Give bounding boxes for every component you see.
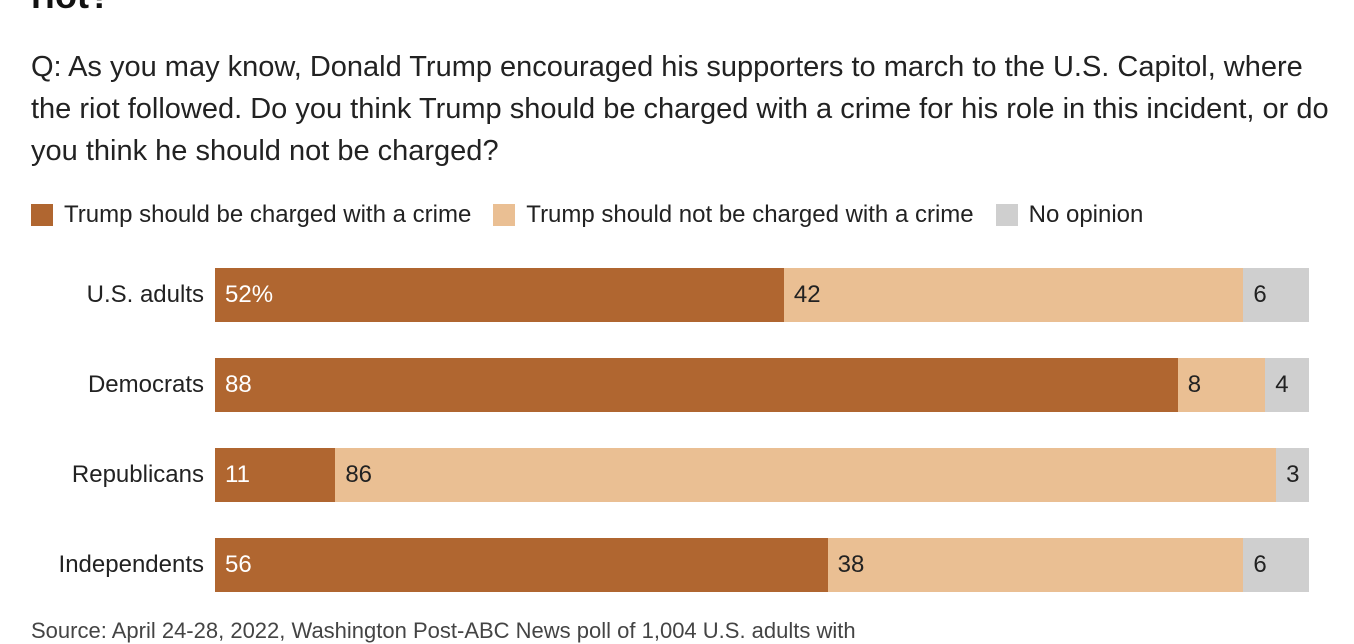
data-label: 8 — [1187, 371, 1202, 398]
bar-segment: 11 — [215, 448, 336, 502]
bar-segment: 86 — [335, 448, 1277, 502]
legend-item: No opinion — [995, 201, 1144, 229]
data-label: 52% — [225, 281, 274, 308]
bar-segment: 6 — [1243, 538, 1309, 592]
data-label: 4 — [1275, 371, 1289, 398]
data-label: 56 — [225, 551, 252, 578]
legend-label: Trump should be charged with a crime — [64, 201, 472, 228]
bar-segment: 56 — [215, 538, 828, 592]
data-label: 86 — [345, 461, 373, 488]
bar-row: 88 8 4 — [215, 358, 1309, 412]
bar-segment: 42 — [783, 268, 1244, 322]
data-label: 6 — [1253, 551, 1267, 578]
bar-segment: 88 — [215, 358, 1178, 412]
category-label: U.S. adults — [86, 281, 204, 308]
bar-segment: 6 — [1243, 268, 1309, 322]
data-label: 6 — [1253, 281, 1267, 308]
bar-row: 52% 42 6 — [215, 268, 1309, 322]
bar-segment: 38 — [827, 538, 1244, 592]
legend-item: Trump should not be charged with a crime — [493, 201, 974, 229]
category-label: Republicans — [71, 461, 204, 488]
legend-swatch — [995, 204, 1018, 226]
bar-segment: 52% — [215, 268, 784, 322]
legend-label: Trump should not be charged with a crime — [526, 201, 974, 228]
data-label: 38 — [837, 551, 865, 578]
category-label: Democrats — [87, 371, 204, 398]
bar-segment: 4 — [1265, 358, 1309, 412]
bar-row: 11 86 3 — [215, 448, 1309, 502]
source-note: Source: April 24-28, 2022, Washington Po… — [31, 618, 856, 643]
data-label: 3 — [1286, 461, 1300, 488]
legend-swatch — [493, 204, 516, 226]
category-label: Independents — [58, 551, 204, 578]
chart-title-partial: riot? — [31, 0, 111, 16]
legend-label: No opinion — [1028, 201, 1144, 228]
survey-question: Q: As you may know, Donald Trump encoura… — [31, 51, 1329, 167]
bar-row: 56 38 6 — [215, 538, 1309, 592]
data-label: 11 — [225, 461, 250, 488]
bar-segment: 8 — [1177, 358, 1266, 412]
bar-segment: 3 — [1276, 448, 1309, 502]
stacked-bar-chart: U.S. adults 52% 42 6 Democrats 88 8 4 Republican… — [58, 268, 1309, 592]
legend-item: Trump should be charged with a crime — [31, 201, 471, 229]
data-label: 42 — [793, 281, 821, 308]
legend-swatch — [31, 204, 53, 226]
chart-legend: Trump should be charged with a crime Trum… — [31, 200, 1165, 230]
data-label: 88 — [225, 371, 252, 398]
